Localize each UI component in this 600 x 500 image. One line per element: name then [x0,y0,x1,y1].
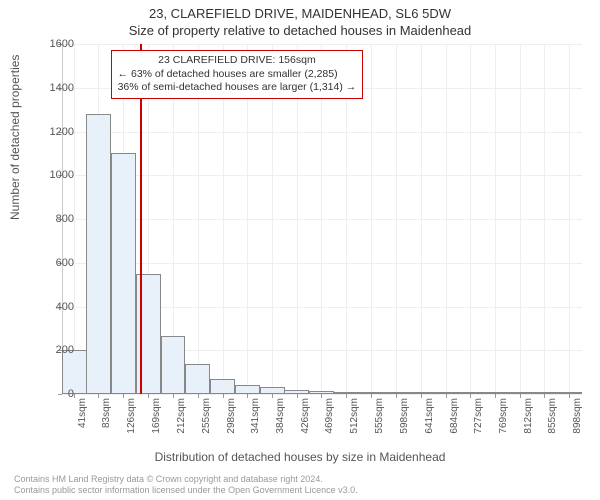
x-tick-label: 426sqm [300,398,311,458]
histogram-bar [334,392,359,394]
y-tick-label: 0 [34,388,74,400]
x-tick-label: 727sqm [473,398,484,458]
x-axis-label: Distribution of detached houses by size … [0,450,600,464]
x-tick-label: 41sqm [77,398,88,458]
histogram-bar [235,385,260,394]
x-tick-label: 341sqm [250,398,261,458]
x-tick-label: 684sqm [449,398,460,458]
y-tick-label: 800 [34,213,74,225]
histogram-bar [507,392,532,394]
histogram-bar [359,392,384,394]
annotation-line: ← 63% of detached houses are smaller (2,… [118,68,357,82]
x-tick-label: 598sqm [399,398,410,458]
y-tick-label: 600 [34,257,74,269]
x-tick-label: 898sqm [572,398,583,458]
gridline-v [446,44,447,394]
x-tick-label: 555sqm [374,398,385,458]
gridline-v [421,44,422,394]
x-tick-label: 384sqm [275,398,286,458]
footer-line2: Contains public sector information licen… [14,485,358,496]
histogram-bar [557,392,582,394]
x-tick-label: 255sqm [201,398,212,458]
gridline-v [470,44,471,394]
x-tick-label: 641sqm [424,398,435,458]
y-tick-label: 1600 [34,38,74,50]
y-tick-label: 400 [34,301,74,313]
histogram-bar [284,390,309,394]
histogram-bar [210,379,235,394]
annotation-box: 23 CLAREFIELD DRIVE: 156sqm← 63% of deta… [111,50,364,99]
histogram-bar [185,364,210,394]
x-tick-label: 855sqm [547,398,558,458]
gridline-v [569,44,570,394]
x-tick-label: 812sqm [523,398,534,458]
histogram-bar [458,392,483,394]
gridline-v [74,44,75,394]
x-tick-label: 769sqm [498,398,509,458]
histogram-bar [309,391,334,394]
gridline-v [371,44,372,394]
gridline-v [520,44,521,394]
histogram-bar [384,392,409,394]
histogram-bar [532,392,557,394]
chart-container: 23, CLAREFIELD DRIVE, MAIDENHEAD, SL6 5D… [0,0,600,500]
footer-attribution: Contains HM Land Registry data © Crown c… [14,474,358,496]
chart-title-address: 23, CLAREFIELD DRIVE, MAIDENHEAD, SL6 5D… [0,0,600,21]
y-axis-label: Number of detached properties [8,55,22,220]
histogram-bar [482,392,507,394]
plot-area: 41sqm83sqm126sqm169sqm212sqm255sqm298sqm… [62,44,582,394]
annotation-line: 23 CLAREFIELD DRIVE: 156sqm [118,54,357,68]
annotation-line: 36% of semi-detached houses are larger (… [118,81,357,95]
gridline-v [544,44,545,394]
x-tick-label: 126sqm [126,398,137,458]
gridline-v [396,44,397,394]
histogram-bar [260,387,285,394]
histogram-bar [408,392,433,394]
x-tick-label: 512sqm [349,398,360,458]
y-tick-label: 1400 [34,82,74,94]
x-tick-label: 298sqm [226,398,237,458]
x-tick-label: 469sqm [324,398,335,458]
gridline-v [495,44,496,394]
y-tick-label: 1200 [34,126,74,138]
footer-line1: Contains HM Land Registry data © Crown c… [14,474,358,485]
y-tick-label: 1000 [34,169,74,181]
histogram-bar [161,336,186,394]
chart-subtitle: Size of property relative to detached ho… [0,21,600,38]
x-tick-label: 169sqm [151,398,162,458]
y-tick-label: 200 [34,344,74,356]
histogram-bar [433,392,458,394]
histogram-bar [86,114,111,394]
x-tick-label: 83sqm [101,398,112,458]
x-tick-label: 212sqm [176,398,187,458]
histogram-bar [111,153,136,394]
